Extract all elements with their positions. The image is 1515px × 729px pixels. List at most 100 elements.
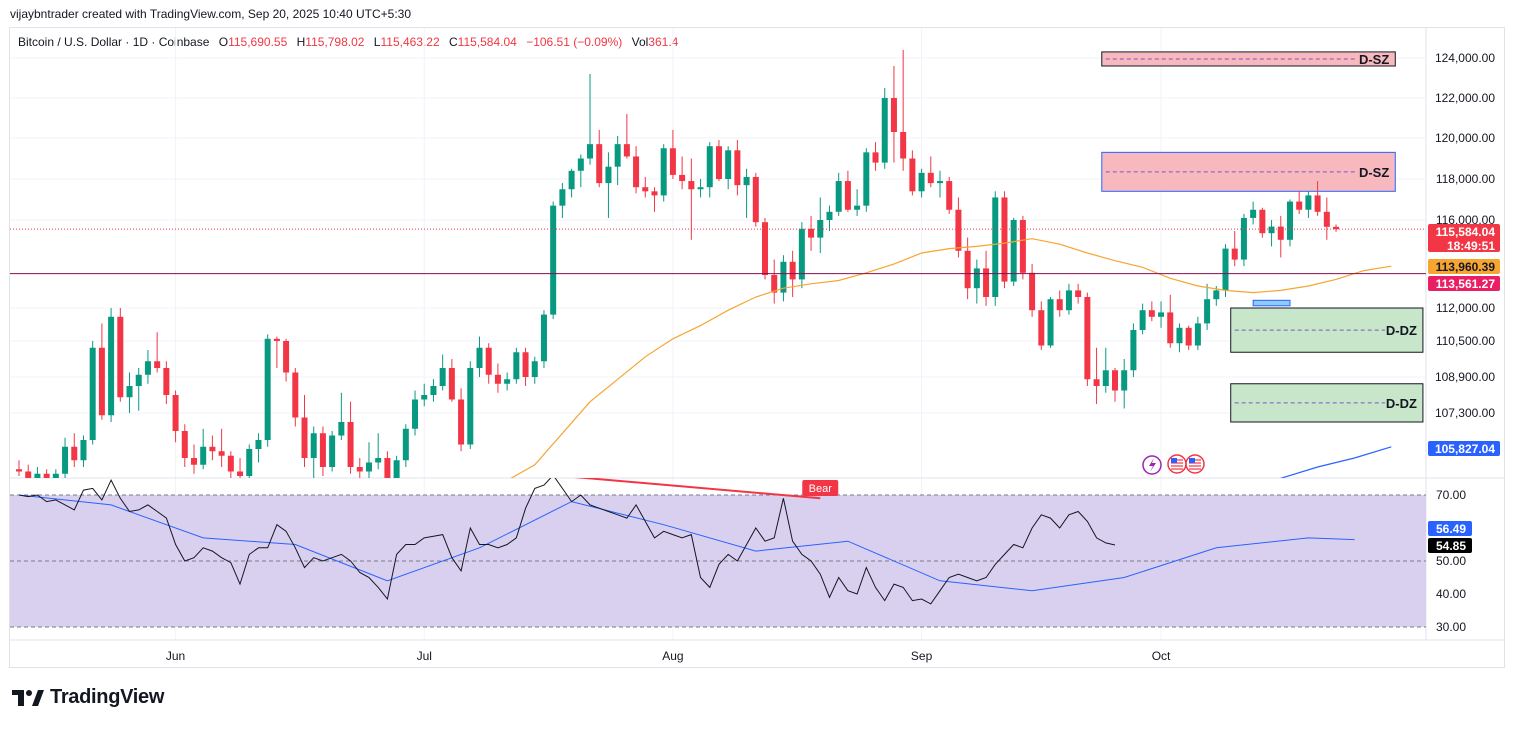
candle-body [1277, 226, 1284, 240]
candle-body [955, 209, 962, 251]
ma200-line [1279, 446, 1392, 478]
candle-body [356, 467, 363, 472]
level-badge: 113,561.27 [1436, 277, 1496, 291]
rsi-line [18, 478, 1116, 605]
time-tick-label: Jul [417, 649, 432, 663]
rsi-ma-badge: 56.49 [1436, 522, 1466, 536]
candle-body [660, 148, 667, 196]
candle-body [1093, 379, 1100, 386]
candle-body [1130, 330, 1137, 371]
price-tick-label: 122,000.00 [1435, 91, 1495, 105]
candle-body [80, 440, 87, 461]
candle-body [1065, 290, 1072, 311]
price-tick-label: 110,500.00 [1436, 334, 1495, 348]
candle-body [1056, 299, 1063, 311]
candle-body [513, 352, 520, 380]
candle-body [734, 150, 741, 186]
candle-body [651, 191, 658, 196]
candle-body [863, 152, 870, 206]
time-axis[interactable]: Jun Jul Aug Sep Oct [166, 649, 1171, 663]
candle-body [283, 341, 290, 373]
high-value: 115,798.02 [305, 35, 365, 49]
time-tick-label: Aug [662, 649, 683, 663]
small-zone-box [1252, 299, 1291, 307]
candle-body [973, 268, 980, 289]
candle-body [890, 98, 897, 132]
price-tick-label: 124,000.00 [1435, 51, 1495, 65]
price-tick-label: 112,000.00 [1436, 301, 1495, 315]
candle-body [1075, 290, 1082, 297]
candle-body [209, 446, 216, 452]
candle-body [752, 176, 759, 223]
candle-body [319, 433, 326, 467]
candle-body [568, 170, 575, 190]
zone-label: D-SZ [1359, 165, 1389, 180]
candle-body [421, 395, 428, 400]
high-label: H [296, 35, 306, 49]
candle-body [246, 449, 253, 476]
low-value: 115,463.22 [380, 35, 440, 49]
time-tick-label: Sep [911, 649, 933, 663]
zone-label: D-DZ [1386, 323, 1417, 338]
candle-body [71, 446, 78, 461]
symbol-legend: Bitcoin / U.S. Dollar · 1D · Coinbase O1… [18, 35, 678, 49]
candle-body [780, 261, 787, 293]
candle-body [1148, 310, 1155, 317]
candle-body [642, 187, 649, 192]
price-tick-label: 120,000.00 [1435, 131, 1495, 145]
candle-body [605, 166, 612, 184]
price-tick-label: 118,000.00 [1436, 172, 1495, 186]
tradingview-logo[interactable]: TradingView [12, 686, 164, 709]
candle-body [1121, 370, 1128, 391]
price-chart[interactable]: D-SZ D-SZ D-DZ D-DZ Bear 124,000.00 122,000.… [0, 0, 1515, 670]
candle-body [200, 446, 207, 465]
price-axis[interactable]: 124,000.00 122,000.00 120,000.00 118,000.00… [1435, 51, 1495, 634]
candle-body [163, 368, 170, 395]
candle-body [1029, 272, 1036, 311]
candle-body [1019, 220, 1026, 273]
last-price-badge: 115,584.04 [1436, 225, 1496, 239]
rsi-badge: 54.85 [1436, 539, 1466, 553]
candle-body [918, 172, 925, 192]
candle-body [881, 98, 888, 163]
candle-body [587, 144, 594, 159]
candle-body [504, 379, 511, 384]
price-tick-label: 116,000.00 [1436, 213, 1495, 227]
candle-body [126, 386, 133, 398]
candle-body [688, 181, 695, 190]
rsi-tick-label: 70.00 [1436, 488, 1466, 502]
candle-body [1268, 226, 1275, 234]
candle-body [1158, 312, 1165, 317]
change-value: −106.51 (−0.09%) [526, 35, 623, 49]
candle-body [937, 181, 943, 184]
candle-body [964, 250, 971, 289]
candle-body [89, 347, 96, 440]
candle-body [623, 144, 630, 157]
candle-body [1259, 209, 1266, 234]
ma200-badge: 105,827.04 [1435, 442, 1495, 456]
rsi-tick-label: 40.00 [1436, 587, 1466, 601]
candle-body [1001, 197, 1008, 282]
price-tick-label: 107,300.00 [1435, 406, 1495, 420]
candle-body [577, 158, 584, 171]
ma50-badge: 113,960.39 [1436, 260, 1496, 274]
candle-body [43, 473, 50, 478]
candle-body [1111, 370, 1118, 391]
candle-body [1194, 323, 1201, 346]
candle-body [34, 473, 41, 478]
symbol-name[interactable]: Bitcoin / U.S. Dollar · 1D · Coinbase [18, 35, 210, 49]
candle-body [448, 368, 455, 400]
us-flag-icon [1189, 458, 1195, 463]
candle-body [679, 174, 686, 182]
candle-body [1167, 312, 1174, 344]
candle-body [596, 144, 603, 184]
tradingview-logo-icon [12, 689, 44, 706]
candle-body [725, 150, 732, 179]
candle-body [550, 205, 557, 315]
candle-body [181, 431, 188, 458]
candle-body [264, 338, 271, 440]
candle-body [402, 428, 409, 461]
close-value: 115,584.04 [457, 35, 517, 49]
candle-body [467, 368, 474, 445]
price-tick-label: 108,900.00 [1435, 370, 1495, 384]
